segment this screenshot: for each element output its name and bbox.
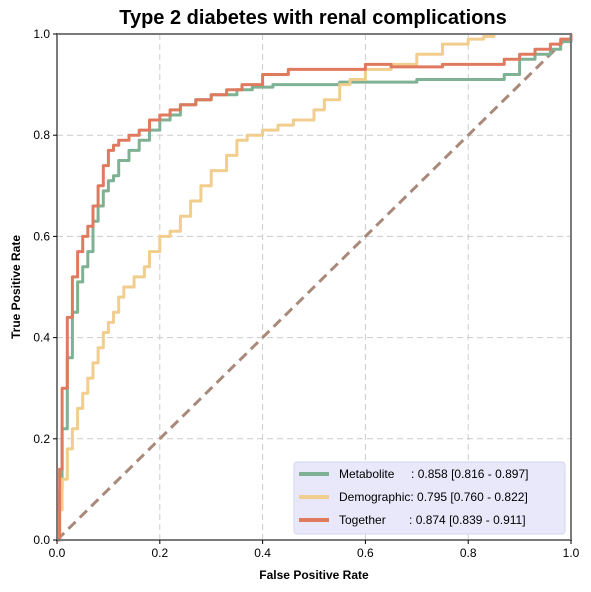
y-axis-ticks: 0.0 0.2 0.4 0.6 0.8 1.0 (33, 27, 57, 547)
x-tick-label-5: 1.0 (563, 546, 580, 560)
y-axis-label: True Positive Rate (9, 235, 23, 339)
series-lines (57, 34, 573, 542)
x-axis-ticks: 0.0 0.2 0.4 0.6 0.8 1.0 (49, 540, 580, 560)
x-tick-label-3: 0.6 (357, 546, 374, 560)
y-tick-label-5: 1.0 (33, 27, 50, 41)
legend-label-metabolite: Metabolite : 0.858 [0.816 - 0.897] (339, 467, 528, 481)
y-tick-label-3: 0.6 (33, 229, 50, 243)
series-line-together (57, 34, 573, 542)
reference-line-group (55, 32, 573, 542)
x-axis-label: False Positive Rate (259, 568, 369, 582)
series-line-demographic (57, 34, 496, 542)
plot-frame (56, 33, 572, 541)
y-tick-label-0: 0.0 (33, 533, 50, 547)
y-tick-label-1: 0.2 (33, 432, 50, 446)
grid-lines (57, 34, 571, 540)
x-tick-label-2: 0.4 (254, 546, 271, 560)
reference-diagonal-line (55, 32, 573, 542)
legend-box (293, 461, 566, 535)
legend-label-together: Together : 0.874 [0.839 - 0.911] (339, 513, 526, 527)
legend: Metabolite : 0.858 [0.816 - 0.897] Demogr… (293, 461, 566, 535)
x-tick-label-4: 0.8 (460, 546, 477, 560)
y-tick-label-2: 0.4 (33, 331, 50, 345)
legend-label-demographic: Demographic: 0.795 [0.760 - 0.822] (339, 490, 528, 504)
y-tick-label-4: 0.8 (33, 128, 50, 142)
x-tick-label-1: 0.2 (151, 546, 168, 560)
chart-title: Type 2 diabetes with renal complications (119, 7, 507, 29)
x-tick-label-0: 0.0 (49, 546, 66, 560)
